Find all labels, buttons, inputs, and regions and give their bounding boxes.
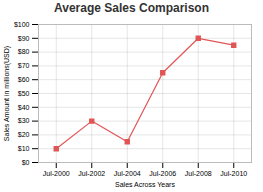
svg-text:Sales Across Years: Sales Across Years — [115, 181, 175, 188]
svg-text:Jul-2002: Jul-2002 — [78, 170, 105, 177]
svg-text:$20: $20 — [18, 131, 30, 138]
svg-text:Jul-2004: Jul-2004 — [114, 170, 141, 177]
svg-text:Jul-2008: Jul-2008 — [185, 170, 212, 177]
svg-text:$0: $0 — [22, 159, 30, 166]
svg-text:$70: $70 — [18, 62, 30, 69]
html-text:Average Sales Comparison: Average Sales Comparison — [54, 1, 209, 15]
svg-text:$30: $30 — [18, 117, 30, 124]
svg-text:$60: $60 — [18, 76, 30, 83]
svg-text:$10: $10 — [18, 145, 30, 152]
svg-text:Jul-2010: Jul-2010 — [220, 170, 247, 177]
svg-text:Jul-2006: Jul-2006 — [149, 170, 176, 177]
svg-text:$90: $90 — [18, 35, 30, 42]
svg-text:$50: $50 — [18, 90, 30, 97]
svg-text:Jul-2000: Jul-2000 — [43, 170, 70, 177]
svg-text:$40: $40 — [18, 104, 30, 111]
svg-text:$100: $100 — [14, 21, 30, 28]
svg-text:Sales Amount in millions(USD): Sales Amount in millions(USD) — [3, 46, 11, 141]
svg-text:$80: $80 — [18, 48, 30, 55]
